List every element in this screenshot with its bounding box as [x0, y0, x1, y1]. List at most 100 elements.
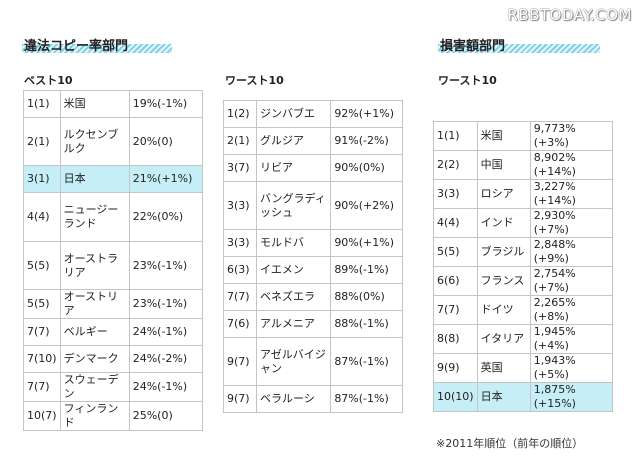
value-cell: 88%(-1%)	[330, 310, 403, 338]
piracy-title-text: 違法コピー率部門	[24, 39, 129, 54]
rank-cell: 1(1)	[433, 121, 478, 151]
value-cell: 87%(-1%)	[330, 337, 403, 386]
country-cell: スウェーデン	[59, 372, 130, 402]
country-cell: 日本	[59, 165, 130, 193]
value-cell: 88%(0%)	[330, 283, 403, 311]
rank-cell: 9(9)	[433, 353, 478, 383]
damage-section-title: 損害額部門	[438, 35, 600, 54]
value-cell: 2,265%(+8%)	[529, 295, 614, 325]
table-row: 7(6) アルメニア 88%(-1%)	[223, 310, 403, 338]
value-cell: 90%(+1%)	[330, 229, 403, 257]
damage-title-text: 損害額部門	[440, 39, 506, 54]
country-cell: 日本	[476, 382, 531, 412]
country-cell: 米国	[476, 121, 531, 151]
value-cell: 2,754%(+7%)	[529, 266, 614, 296]
value-cell: 3,227%(+14%)	[529, 179, 614, 209]
worst-label: ワースト10	[225, 74, 284, 87]
value-cell: 21%(+1%)	[128, 165, 204, 193]
table-row: 2(1) グルジア 91%(-2%)	[223, 127, 403, 155]
country-cell: イタリア	[476, 324, 531, 354]
country-cell: バングラディッシュ	[255, 181, 332, 230]
table-row: 2(1) ルクセンブルク 20%(0)	[23, 117, 204, 166]
damage-worst-label: ワースト10	[438, 74, 497, 87]
table-row-highlight: 10(10) 日本 1,875%(+15%)	[433, 382, 614, 412]
value-cell: 92%(+1%)	[330, 100, 403, 128]
value-cell: 90%(0%)	[330, 154, 403, 182]
country-cell: フィンランド	[59, 401, 130, 431]
table-row: 3(3) バングラディッシュ 90%(+2%)	[223, 181, 403, 230]
footnote: ※2011年順位（前年の順位）	[436, 437, 584, 450]
country-cell: デンマーク	[59, 345, 130, 373]
rank-cell: 7(7)	[433, 295, 478, 325]
table-row: 1(1) 米国 9,773%(+3%)	[433, 121, 614, 151]
table-row: 3(7) リビア 90%(0%)	[223, 154, 403, 182]
best-table: 1(1) 米国 19%(-1%) 2(1) ルクセンブルク 20%(0) 3(1) 日本 2…	[23, 90, 204, 431]
site-watermark: RBBTODAY.COM	[507, 6, 632, 24]
table-row: 7(7) ドイツ 2,265%(+8%)	[433, 295, 614, 325]
value-cell: 89%(-1%)	[330, 256, 403, 284]
value-cell: 24%(-1%)	[128, 318, 204, 346]
rank-cell: 2(2)	[433, 150, 478, 180]
value-cell: 8,902%(+14%)	[529, 150, 614, 180]
table-row: 6(6) フランス 2,754%(+7%)	[433, 266, 614, 296]
rank-cell: 7(7)	[223, 283, 257, 311]
value-cell: 23%(-1%)	[128, 241, 204, 290]
table-row: 5(5) オーストラリア 23%(-1%)	[23, 241, 204, 290]
table-row: 1(1) 米国 19%(-1%)	[23, 90, 204, 118]
table-row: 1(2) ジンバブエ 92%(+1%)	[223, 100, 403, 128]
rank-cell: 3(3)	[223, 181, 257, 230]
value-cell: 91%(-2%)	[330, 127, 403, 155]
table-row: 7(10) デンマーク 24%(-2%)	[23, 345, 204, 373]
value-cell: 24%(-1%)	[128, 372, 204, 402]
value-cell: 1,945%(+4%)	[529, 324, 614, 354]
rank-cell: 9(7)	[223, 385, 257, 413]
value-cell: 25%(0)	[128, 401, 204, 431]
table-row: 7(7) スウェーデン 24%(-1%)	[23, 372, 204, 402]
rank-cell: 2(1)	[23, 117, 61, 166]
country-cell: モルドバ	[255, 229, 332, 257]
country-cell: ドイツ	[476, 295, 531, 325]
rank-cell: 7(10)	[23, 345, 61, 373]
rank-cell: 4(4)	[23, 192, 61, 242]
value-cell: 1,943%(+5%)	[529, 353, 614, 383]
country-cell: オーストラリア	[59, 241, 130, 290]
country-cell: ブラジル	[476, 237, 531, 267]
rank-cell: 3(1)	[23, 165, 61, 193]
country-cell: ベラルーシ	[255, 385, 332, 413]
rank-cell: 7(7)	[23, 318, 61, 346]
best-label: ベスト10	[24, 74, 73, 87]
value-cell: 1,875%(+15%)	[529, 382, 614, 412]
rank-cell: 3(7)	[223, 154, 257, 182]
table-row: 9(9) 英国 1,943%(+5%)	[433, 353, 614, 383]
rank-cell: 3(3)	[433, 179, 478, 209]
table-row: 8(8) イタリア 1,945%(+4%)	[433, 324, 614, 354]
country-cell: ベネズエラ	[255, 283, 332, 311]
country-cell: アゼルバイジャン	[255, 337, 332, 386]
value-cell: 90%(+2%)	[330, 181, 403, 230]
value-cell: 87%(-1%)	[330, 385, 403, 413]
rank-cell: 10(10)	[433, 382, 478, 412]
table-row: 7(7) ベルギー 24%(-1%)	[23, 318, 204, 346]
country-cell: インド	[476, 208, 531, 238]
rank-cell: 8(8)	[433, 324, 478, 354]
rank-cell: 5(5)	[433, 237, 478, 267]
table-row: 7(7) ベネズエラ 88%(0%)	[223, 283, 403, 311]
country-cell: フランス	[476, 266, 531, 296]
table-row: 5(5) ブラジル 2,848%(+9%)	[433, 237, 614, 267]
country-cell: 英国	[476, 353, 531, 383]
table-row: 9(7) アゼルバイジャン 87%(-1%)	[223, 337, 403, 386]
country-cell: 米国	[59, 90, 130, 118]
country-cell: グルジア	[255, 127, 332, 155]
rank-cell: 9(7)	[223, 337, 257, 386]
value-cell: 2,930%(+7%)	[529, 208, 614, 238]
table-row: 5(5) オーストリア 23%(-1%)	[23, 289, 204, 319]
country-cell: ルクセンブルク	[59, 117, 130, 166]
rank-cell: 6(3)	[223, 256, 257, 284]
rank-cell: 6(6)	[433, 266, 478, 296]
rank-cell: 3(3)	[223, 229, 257, 257]
value-cell: 23%(-1%)	[128, 289, 204, 319]
rank-cell: 4(4)	[433, 208, 478, 238]
table-row: 4(4) インド 2,930%(+7%)	[433, 208, 614, 238]
rank-cell: 1(2)	[223, 100, 257, 128]
table-row: 10(7) フィンランド 25%(0)	[23, 401, 204, 431]
